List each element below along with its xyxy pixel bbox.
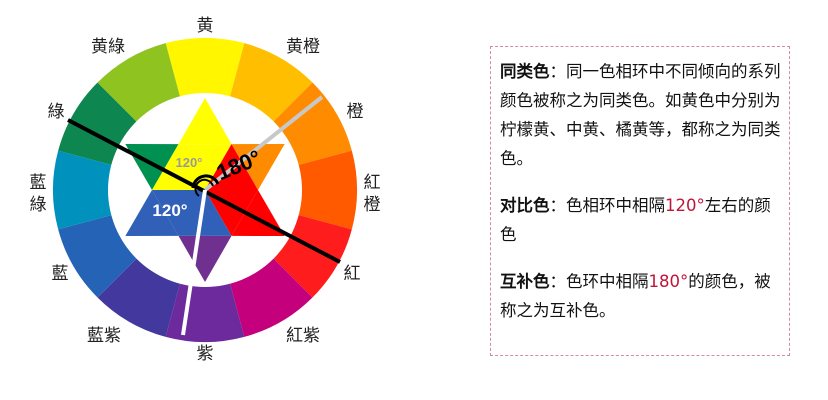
line-120-degree-upper [203,95,324,192]
hue-label: 紅橙 [364,173,381,215]
same-color-note: 同类色：同一色相环中不同倾向的系列颜色被称之为同类色。如黄色中分别为柠檬黄、中黄… [500,57,781,173]
term-contrast-color: 对比色 [500,196,550,215]
hue-label: 紅 [344,264,361,284]
arc-180-degree [191,174,220,189]
complement-degree: 180° [648,272,689,291]
color-notes-box: 同类色：同一色相环中不同倾向的系列颜色被称之为同类色。如黄色中分别为柠檬黄、中黄… [490,46,790,356]
term-same-color: 同类色 [500,62,550,81]
term-complement-color: 互补色 [500,272,550,291]
hue-label: 紅紫 [286,326,320,346]
hue-label: 綠 [48,102,65,122]
angle-guide-lines [67,95,341,336]
contrast-degree: 120° [665,196,705,215]
hue-label: 藍綠 [30,173,47,215]
inner-triangle [178,98,232,145]
complement-text-pre: ：色环中相隔 [549,272,649,291]
complement-text-post: 的颜色，被称之为互补色。 [500,272,771,320]
angle-label-120-small: 120° [176,155,203,170]
same-color-text: ：同一色相环中不同倾向的系列颜色被称之为同类色。如黄色中分别为柠檬黄、中黄、橘黄… [500,62,781,168]
inner-triangle [125,190,179,236]
line-120-degree-lower [181,189,207,336]
contrast-text-post: 左右的颜色 [500,196,771,244]
hue-label: 黄 [197,16,214,36]
contrast-text-pre: ：色相环中相隔 [549,196,666,215]
hue-label: 橙 [347,102,364,122]
arc-120-degree [194,178,214,197]
complement-color-note: 互补色：色环中相隔180°的颜色，被称之为互补色。 [500,267,781,325]
hue-label: 藍紫 [87,326,121,346]
hue-label: 藍 [52,264,69,284]
inner-triangle [178,235,232,282]
hue-label: 紫 [197,344,214,364]
center-wedge [152,190,232,236]
inner-triangle [231,144,285,190]
angle-label-120-large: 120° [152,201,187,220]
hue-label: 黄橙 [286,37,320,57]
contrast-color-note: 对比色：色相环中相隔120°左右的颜色 [500,191,781,249]
hue-label: 黄綠 [91,37,125,57]
